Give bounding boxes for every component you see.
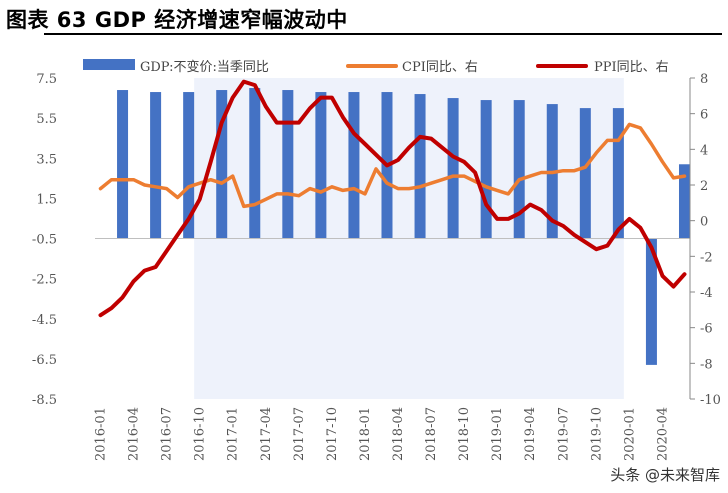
gdp-bar-2017-06 — [282, 90, 294, 239]
x-tick-label: 2020-01 — [622, 407, 637, 461]
title-rule — [44, 33, 722, 35]
watermark: 头条 @未来智库 — [610, 466, 720, 484]
x-tick-label: 2018-10 — [457, 407, 472, 461]
x-tick-label: 2018-01 — [358, 407, 373, 461]
right-tick-label: -2 — [700, 250, 713, 265]
x-tick-label: 2017-10 — [325, 407, 340, 461]
x-tick-label: 2019-07 — [556, 407, 571, 461]
right-tick-label: 6 — [700, 108, 708, 123]
legend-gdp-swatch — [83, 59, 135, 70]
x-tick-label: 2017-01 — [226, 407, 241, 461]
gdp-bar-2020-06 — [678, 164, 690, 239]
gdp-bar-2016-09 — [183, 92, 195, 239]
right-tick-label: -10 — [700, 393, 721, 408]
x-tick-label: 2019-04 — [523, 407, 538, 461]
right-tick-label: 8 — [700, 72, 708, 87]
gdp-bar-2018-06 — [414, 94, 426, 239]
x-tick-label: 2019-01 — [490, 407, 505, 461]
x-tick-label: 2017-04 — [259, 407, 274, 461]
gdp-bar-2018-12 — [480, 100, 492, 239]
left-tick-label: -4.5 — [32, 313, 57, 328]
right-tick-label: 2 — [700, 179, 708, 194]
legend-ppi-label: PPI同比、右 — [594, 60, 669, 75]
left-tick-label: -8.5 — [32, 393, 57, 408]
gdp-bar-2017-12 — [348, 92, 360, 239]
ppi-line — [98, 79, 687, 318]
chart-title: 图表 63 GDP 经济增速窄幅波动中 — [6, 8, 348, 32]
left-tick-label: -6.5 — [32, 353, 57, 368]
gdp-bar-2017-09 — [315, 92, 327, 239]
legend-cpi-label: CPI同比、右 — [402, 60, 478, 75]
gdp-bar-2019-09 — [579, 108, 591, 239]
gdp-bar-2018-09 — [447, 98, 459, 239]
left-tick-label: 1.5 — [36, 192, 57, 207]
x-tick-label: 2016-04 — [127, 407, 142, 461]
left-tick-label: -0.5 — [32, 233, 57, 248]
cpi-line — [98, 122, 687, 209]
left-tick-label: 7.5 — [36, 72, 57, 87]
right-tick-label: 0 — [700, 215, 708, 230]
x-tick-label: 2017-07 — [292, 407, 307, 461]
x-tick-label: 2020-04 — [655, 407, 670, 461]
right-tick-label: -4 — [700, 286, 713, 301]
x-tick-label: 2016-07 — [160, 407, 175, 461]
left-tick-label: 5.5 — [36, 112, 57, 127]
right-tick-label: -8 — [700, 357, 713, 372]
gdp-bar-2016-12 — [216, 90, 228, 239]
gdp-bar-2016-03 — [117, 90, 129, 239]
x-tick-label: 2016-01 — [94, 407, 109, 461]
gdp-bar-2016-06 — [150, 92, 162, 239]
x-tick-label: 2019-10 — [589, 407, 604, 461]
x-tick-label: 2018-04 — [391, 407, 406, 461]
gdp-bar-2020-03 — [645, 238, 657, 365]
right-tick-label: 4 — [700, 143, 708, 158]
left-tick-label: -2.5 — [32, 273, 57, 288]
x-tick-label: 2018-07 — [424, 407, 439, 461]
gdp-bar-2019-03 — [513, 100, 525, 239]
gdp-bar-2017-03 — [249, 88, 261, 239]
right-tick-label: -6 — [700, 322, 713, 337]
gdp-bar-2019-12 — [612, 108, 624, 239]
legend-gdp-label: GDP:不变价:当季同比 — [140, 59, 269, 75]
left-tick-label: 3.5 — [36, 152, 57, 167]
x-tick-label: 2016-10 — [193, 407, 208, 461]
